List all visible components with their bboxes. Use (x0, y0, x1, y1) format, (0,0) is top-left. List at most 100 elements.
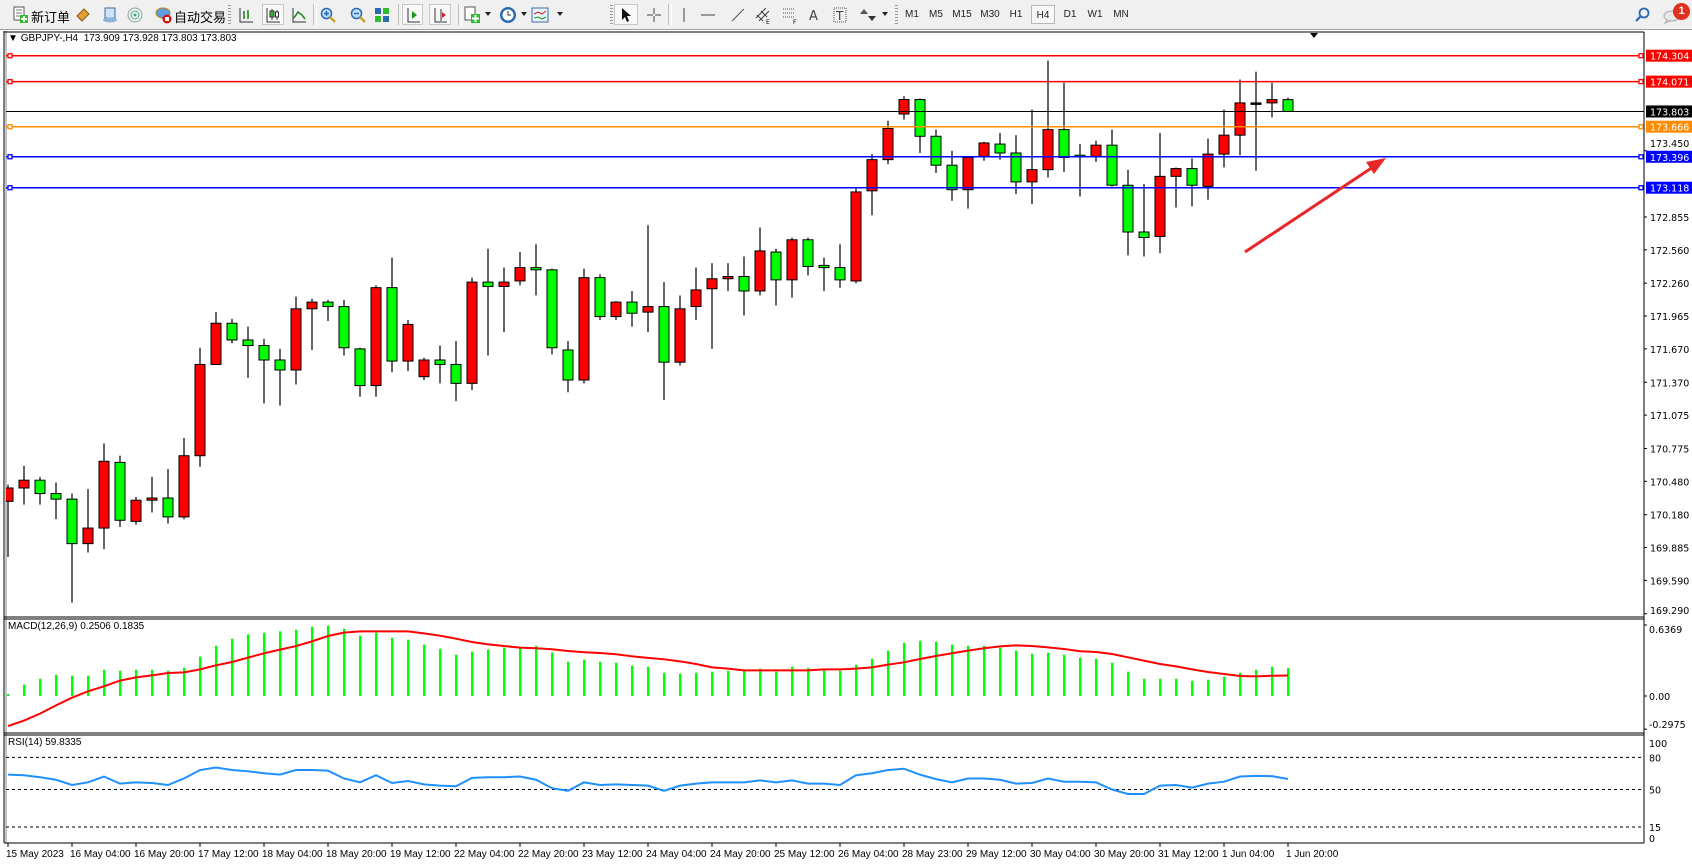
line-handle-right (1638, 185, 1644, 191)
auto-trading-button[interactable]: 自动交易 (174, 10, 227, 25)
new-order-icon[interactable] (10, 4, 30, 25)
macd-histogram-bar (1175, 678, 1178, 696)
new-order-button[interactable]: 新订单 (31, 10, 71, 25)
auto-scroll-icon[interactable] (402, 4, 423, 25)
macd-histogram-bar (311, 626, 314, 696)
arrows-icon[interactable] (857, 4, 879, 25)
macd-histogram-bar (807, 667, 810, 696)
candle-body (226, 322, 238, 341)
macd-histogram-bar (1079, 657, 1082, 696)
candle-body (1138, 231, 1150, 239)
candle-body (754, 250, 766, 292)
cursor-icon[interactable] (614, 4, 638, 25)
candle-body (1058, 129, 1070, 158)
macd-histogram-bar (263, 632, 266, 696)
rsi-axis-label: 80 (1649, 753, 1661, 764)
macd-histogram-bar (1047, 652, 1050, 696)
equidistant-channel-icon[interactable]: E (753, 4, 773, 25)
auto-trading-icon[interactable] (153, 4, 173, 25)
timeframe-m5[interactable]: M5 (929, 9, 943, 20)
macd-histogram-bar (727, 670, 730, 696)
timeframe-h4[interactable]: H4 (1031, 5, 1055, 24)
macd-label: MACD(12,26,9) 0.2506 0.1835 (8, 621, 145, 632)
timeframe-h1[interactable]: H1 (1009, 9, 1023, 20)
navigator-icon[interactable] (126, 4, 144, 25)
tile-windows-icon[interactable] (373, 4, 391, 25)
macd-histogram-bar (135, 669, 138, 696)
candle-body (34, 479, 46, 495)
zoom-in-icon[interactable] (319, 4, 337, 25)
time-label: 28 May 23:00 (902, 849, 963, 860)
vertical-line-icon[interactable] (676, 4, 692, 25)
macd-histogram-bar (455, 654, 458, 696)
macd-histogram-bar (87, 675, 90, 696)
candle-body (450, 363, 462, 384)
candle-body (338, 306, 350, 349)
line-chart-icon[interactable] (290, 4, 308, 25)
macd-histogram-bar (919, 640, 922, 696)
macd-histogram-bar (1287, 668, 1290, 696)
crosshair-icon[interactable] (645, 4, 663, 25)
horizontal-line-label: 174.071 (1650, 78, 1689, 89)
text-label-icon[interactable]: T (832, 4, 848, 25)
candle-body (946, 164, 958, 191)
candle-body (866, 159, 878, 192)
zoom-out-icon[interactable] (349, 4, 367, 25)
text-icon[interactable]: A (806, 4, 822, 25)
price-tick-label: 171.965 (1650, 312, 1689, 323)
macd-histogram-bar (711, 671, 714, 696)
candle-body (722, 276, 734, 280)
time-label: 19 May 12:00 (390, 849, 451, 860)
line-handle-left (7, 185, 13, 191)
search-icon[interactable] (1632, 4, 1652, 25)
macd-histogram-bar (759, 668, 762, 696)
price-tick-label: 169.290 (1650, 606, 1689, 617)
data-window-icon[interactable] (101, 4, 119, 25)
chart-shift-icon[interactable] (429, 4, 451, 25)
macd-histogram-bar (471, 651, 474, 696)
chart-menu-triangle-icon[interactable]: ▼ (8, 33, 21, 44)
candle-body (562, 349, 574, 381)
indicators-icon[interactable] (530, 4, 550, 25)
trend-line-icon[interactable] (729, 4, 747, 25)
time-label: 30 May 20:00 (1094, 849, 1155, 860)
chart-shift-marker (1310, 33, 1318, 38)
macd-histogram-bar (167, 670, 170, 696)
macd-histogram-bar (1111, 662, 1114, 696)
macd-histogram-bar (391, 637, 394, 696)
timeframe-mn[interactable]: MN (1113, 9, 1129, 20)
candle-body (738, 276, 750, 292)
timeframe-w1[interactable]: W1 (1087, 9, 1103, 20)
candlestick-icon[interactable] (262, 4, 284, 25)
macd-histogram-bar (551, 652, 554, 696)
fibonacci-icon[interactable]: F (780, 4, 800, 25)
horizontal-line-label-bg (1646, 120, 1692, 133)
toolbar: 新订单 自动交易 E F A T M1 M5 M15 M30 H1 H4 D1 … (0, 0, 1692, 30)
new-chart-icon[interactable] (462, 4, 482, 25)
candle-body (322, 301, 334, 308)
periods-clock-icon[interactable] (498, 4, 518, 25)
candle-body (1106, 144, 1118, 186)
macd-histogram-bar (839, 670, 842, 696)
macd-histogram-bar (903, 642, 906, 696)
candle-body (98, 460, 110, 529)
horizontal-line-icon[interactable] (699, 4, 717, 25)
macd-histogram-bar (295, 629, 298, 696)
candle-body (818, 264, 830, 269)
timeframe-m1[interactable]: M1 (905, 9, 919, 20)
price-tick-label: 169.885 (1650, 544, 1689, 555)
candle-body (594, 277, 606, 318)
time-label: 1 Jun 20:00 (1286, 849, 1339, 860)
timeframe-m15[interactable]: M15 (952, 9, 972, 20)
macd-histogram-bar (23, 684, 26, 696)
price-tick-label: 171.075 (1650, 411, 1689, 422)
macd-histogram-bar (1159, 678, 1162, 696)
price-tick-label: 169.590 (1650, 576, 1689, 587)
timeframe-m30[interactable]: M30 (980, 9, 1000, 20)
bar-chart-icon[interactable] (237, 4, 255, 25)
candle-body (1090, 144, 1102, 157)
timeframe-d1[interactable]: D1 (1063, 9, 1077, 20)
macd-histogram-bar (663, 672, 666, 696)
market-watch-icon[interactable] (74, 4, 92, 25)
